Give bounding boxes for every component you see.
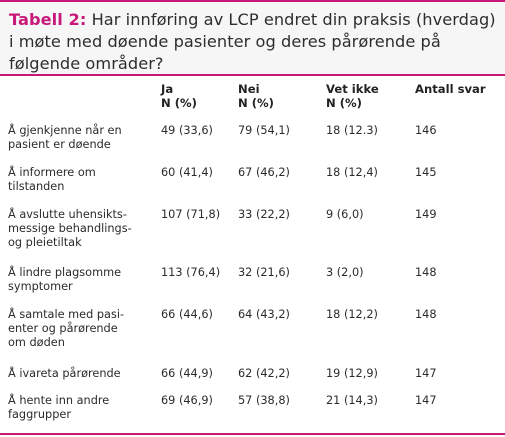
row-antall: 148 (415, 308, 437, 321)
row-ja: 49 (33,6) (161, 124, 213, 137)
title-band: Tabell 2: Har innføring av LCP endret di… (0, 2, 505, 74)
row-ja: 113 (76,4) (161, 266, 221, 279)
header-vet-ikke: Vet ikke (326, 82, 379, 96)
row-antall: 149 (415, 208, 437, 221)
header-ja-unit: N (%) (161, 96, 197, 110)
row-ja: 60 (41,4) (161, 166, 213, 179)
row-vet-ikke: 9 (6,0) (326, 208, 364, 221)
row-antall: 146 (415, 124, 437, 137)
row-area: Å samtale med pasi- enter og pårørende o… (8, 308, 125, 349)
row-vet-ikke: 18 (12,4) (326, 166, 378, 179)
row-antall: 145 (415, 166, 437, 179)
row-area: Å informere om tilstanden (8, 166, 96, 193)
row-nei: 64 (43,2) (238, 308, 290, 321)
row-nei: 32 (21,6) (238, 266, 290, 279)
row-nei: 79 (54,1) (238, 124, 290, 137)
bottom-rule (0, 433, 505, 435)
row-antall: 147 (415, 394, 437, 407)
table-caption-label: Tabell 2: (9, 10, 87, 29)
row-area: Å avslutte uhensikts- messige behandling… (8, 208, 132, 249)
header-nei-unit: N (%) (238, 96, 274, 110)
header-vet-ikke-unit: N (%) (326, 96, 362, 110)
row-ja: 66 (44,6) (161, 308, 213, 321)
row-ja: 107 (71,8) (161, 208, 221, 221)
row-area: Å ivareta pårørende (8, 367, 121, 380)
row-vet-ikke: 21 (14,3) (326, 394, 378, 407)
table-caption-text: Har innføring av LCP endret din praksis … (9, 10, 496, 73)
row-vet-ikke: 18 (12,2) (326, 308, 378, 321)
caption-rule (0, 74, 505, 76)
row-vet-ikke: 19 (12,9) (326, 367, 378, 380)
row-antall: 148 (415, 266, 437, 279)
header-ja: Ja (161, 82, 174, 96)
row-nei: 57 (38,8) (238, 394, 290, 407)
table-caption: Tabell 2: Har innføring av LCP endret di… (9, 9, 497, 75)
row-area: Å lindre plagsomme symptomer (8, 266, 122, 293)
row-antall: 147 (415, 367, 437, 380)
row-nei: 67 (46,2) (238, 166, 290, 179)
row-area: Å gjenkjenne når en pasient er døende (8, 124, 122, 151)
row-vet-ikke: 3 (2,0) (326, 266, 364, 279)
header-nei: Nei (238, 82, 260, 96)
row-vet-ikke: 18 (12.3) (326, 124, 378, 137)
row-nei: 62 (42,2) (238, 367, 290, 380)
row-area: Å hente inn andre faggrupper (8, 394, 110, 421)
header-antall-svar: Antall svar (415, 82, 486, 96)
row-nei: 33 (22,2) (238, 208, 290, 221)
top-rule (0, 0, 505, 2)
row-ja: 66 (44,9) (161, 367, 213, 380)
row-ja: 69 (46,9) (161, 394, 213, 407)
